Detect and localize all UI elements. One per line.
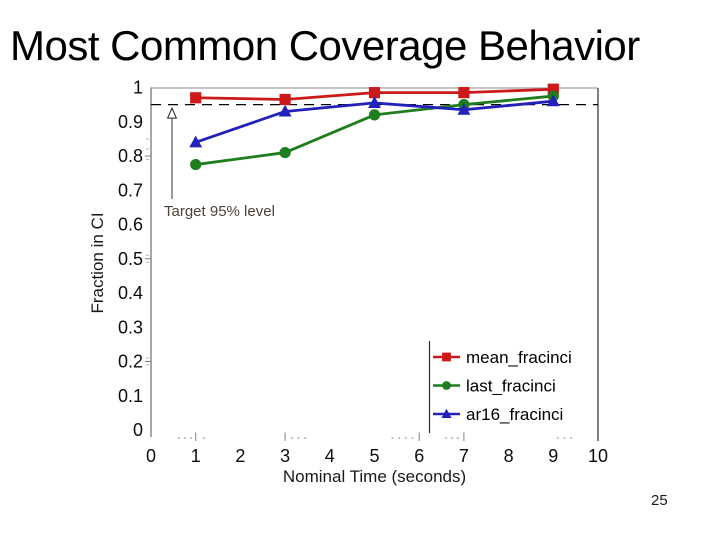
legend-item-last_fracinci: last_fracinci xyxy=(433,377,556,396)
series-mean_fracinci xyxy=(190,83,559,106)
x-minor-tick xyxy=(391,437,394,439)
y-tick-label: 0.2 xyxy=(118,352,143,372)
square-marker-icon xyxy=(368,87,381,99)
x-tick-label: 9 xyxy=(548,446,558,466)
legend-label: ar16_fracinci xyxy=(466,405,563,424)
x-minor-tick xyxy=(411,437,414,439)
x-tick-label: 0 xyxy=(146,446,156,466)
x-tick-label: 7 xyxy=(459,446,469,466)
x-tick-label: 5 xyxy=(369,446,379,466)
y-tick-label: 0.4 xyxy=(118,283,143,303)
triangle-marker-icon xyxy=(278,104,292,117)
square-marker-icon xyxy=(458,87,470,99)
y-tick-label: 0.9 xyxy=(118,112,143,132)
y-tick-label: 0.6 xyxy=(118,215,143,235)
legend-label: mean_fracinci xyxy=(466,348,572,367)
x-minor-tick xyxy=(190,437,193,439)
x-tick-label: 2 xyxy=(235,446,245,466)
x-tick-label: 8 xyxy=(504,446,514,466)
x-minor-tick xyxy=(445,437,448,439)
x-minor-tick xyxy=(183,437,186,439)
y-tick-label: 1 xyxy=(133,78,143,98)
circle-marker-icon xyxy=(368,109,381,121)
circle-marker-icon xyxy=(190,158,202,171)
x-axis-title: Nominal Time (seconds) xyxy=(283,467,466,486)
triangle-marker-icon xyxy=(189,135,203,148)
x-minor-tick xyxy=(404,437,407,439)
legend-label: last_fracinci xyxy=(466,377,556,396)
triangle-marker-icon xyxy=(368,96,381,108)
legend: mean_fracinci last_fracinci ar16_fracinci xyxy=(428,341,572,433)
target-arrow-head-icon xyxy=(166,106,178,119)
x-minor-tick xyxy=(456,437,459,439)
legend-item-mean_fracinci: mean_fracinci xyxy=(433,348,572,367)
triangle-marker-icon xyxy=(441,408,452,418)
x-minor-tick xyxy=(202,437,205,439)
legend-item-ar16_fracinci: ar16_fracinci xyxy=(433,405,563,424)
x-minor-tick xyxy=(570,437,573,439)
x-tick-label: 10 xyxy=(588,446,608,466)
x-tick-label: 3 xyxy=(280,446,290,466)
square-marker-icon xyxy=(279,93,291,106)
x-tick-label: 4 xyxy=(325,446,335,466)
x-minor-tick xyxy=(290,437,293,439)
x-minor-tick xyxy=(297,437,300,439)
page-title: Most Common Coverage Behavior xyxy=(10,22,640,69)
y-tick-label: 0.7 xyxy=(118,180,143,200)
y-tick-label: 0.8 xyxy=(118,146,143,166)
triangle-marker-icon xyxy=(546,94,560,107)
y-tick-label: 0.5 xyxy=(118,249,143,269)
series-ar16_fracinci xyxy=(189,94,560,148)
circle-marker-icon xyxy=(279,146,291,159)
x-minor-tick xyxy=(450,437,453,439)
page-number: 25 xyxy=(651,492,668,509)
square-marker-icon xyxy=(442,352,451,362)
x-tick-label: 1 xyxy=(191,446,201,466)
y-tick-label: 0.3 xyxy=(118,317,143,337)
y-tick-label: 0 xyxy=(133,420,143,440)
x-minor-tick xyxy=(556,437,559,439)
y-axis-title: Fraction in CI xyxy=(88,212,107,313)
x-minor-tick xyxy=(304,437,307,439)
target-line-label: Target 95% level xyxy=(164,203,275,220)
square-marker-icon xyxy=(547,83,559,95)
triangle-marker-icon xyxy=(457,103,471,115)
x-minor-tick xyxy=(177,437,180,439)
circle-marker-icon xyxy=(442,381,451,390)
square-marker-icon xyxy=(190,92,202,104)
y-tick-label: 0.1 xyxy=(118,386,143,406)
x-minor-tick xyxy=(398,437,401,439)
x-tick-label: 6 xyxy=(414,446,424,466)
x-minor-tick xyxy=(563,437,566,439)
